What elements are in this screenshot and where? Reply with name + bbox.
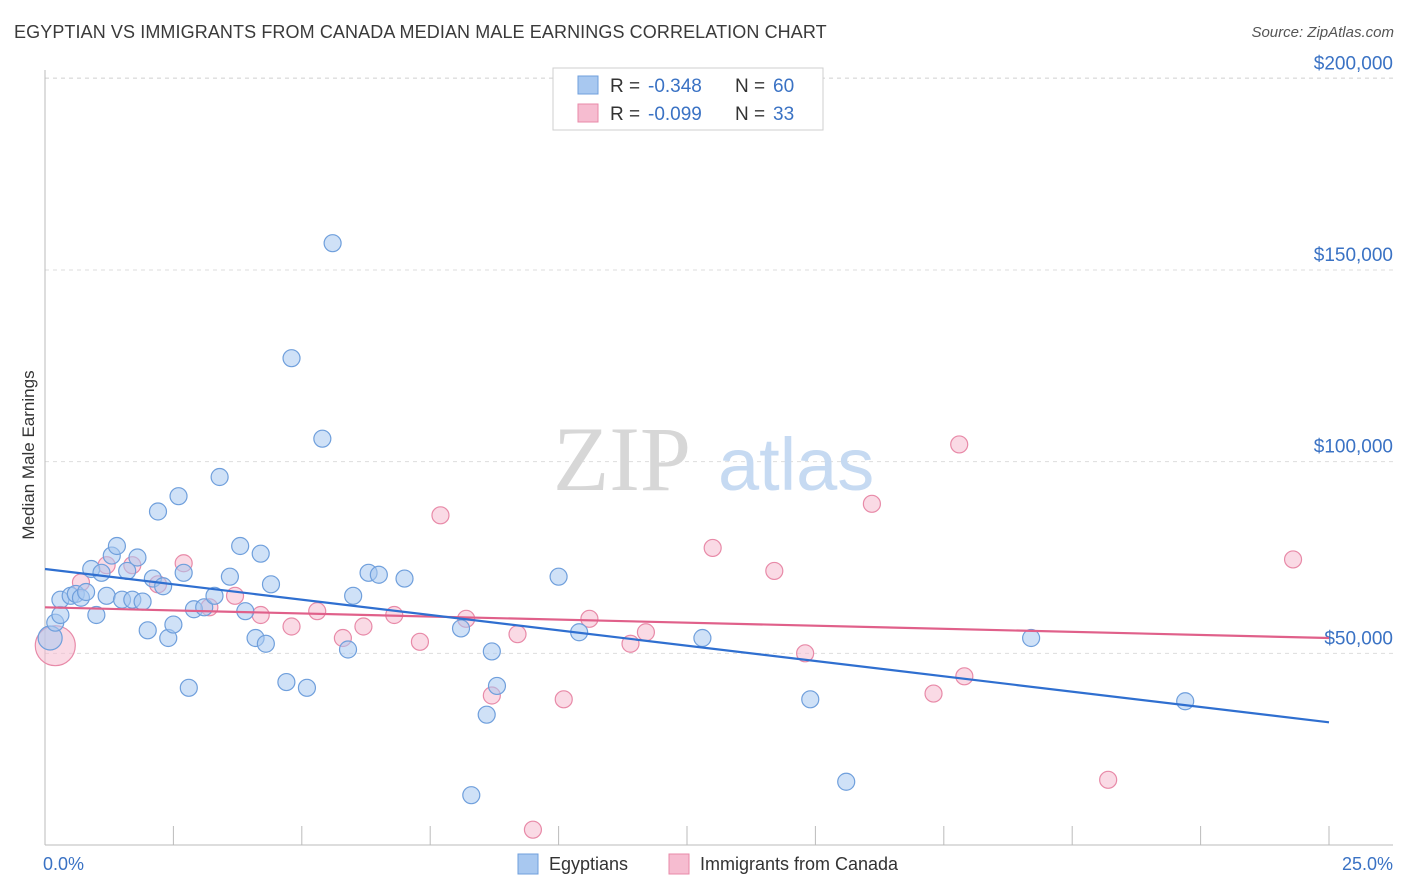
pink-point-31 [1099,770,1118,789]
blue-point-49 [451,619,471,638]
stats-n-value-egyptians: 60 [773,76,794,97]
pink-point-32 [1283,550,1303,569]
blue-point-43 [323,234,342,253]
stats-r-label-egyptians: R = [610,76,640,97]
blue-point-51 [477,705,496,724]
x-tick-label-min: 0.0% [43,854,84,874]
pink-point-19 [523,820,543,839]
blue-point-50 [462,786,481,805]
blue-point-37 [256,634,275,653]
pink-point-28 [924,684,943,703]
series-egyptians-points [37,234,1195,805]
blue-point-41 [297,678,317,697]
blue-point-32 [220,567,239,586]
blue-point-57 [801,690,820,709]
blue-point-47 [369,565,388,584]
pink-point-8 [251,605,270,625]
watermark: ZIP atlas [553,408,874,510]
pink-point-25 [765,561,784,581]
blue-point-24 [164,615,183,634]
stats-n-value-immigrants: 33 [773,104,794,125]
pink-point-24 [703,538,722,558]
chart-title: EGYPTIAN VS IMMIGRANTS FROM CANADA MEDIA… [14,22,827,42]
blue-point-59 [1022,628,1041,648]
blue-point-39 [277,672,296,692]
blue-point-10 [92,563,111,582]
y-axis-tick-labels: $50,000 $100,000 $150,000 $200,000 [1314,53,1393,649]
blue-point-13 [107,536,127,556]
pink-point-18 [508,625,527,644]
series-legend: Egyptians Immigrants from Canada [517,853,899,875]
blue-point-54 [549,567,568,586]
pink-point-20 [554,690,573,709]
blue-point-19 [138,621,157,640]
stats-n-label-immigrants: N = [735,104,765,125]
blue-point-21 [148,502,168,521]
pink-point-14 [410,632,430,651]
watermark-zip: ZIP [553,408,691,510]
pink-point-10 [308,602,327,621]
blue-point-26 [174,563,193,582]
pink-point-27 [862,494,881,513]
pink-point-9 [282,617,301,636]
source-label: Source: ZipAtlas.com [1251,24,1394,41]
blue-point-45 [344,586,363,605]
pink-point-21 [580,609,599,628]
blue-point-2 [51,605,70,625]
blue-point-44 [338,640,358,659]
legend-label-immigrants-from-canada: Immigrants from Canada [700,854,899,874]
watermark-atlas: atlas [718,423,874,506]
blue-point-48 [395,569,414,588]
blue-point-11 [97,586,116,605]
blue-point-7 [76,582,96,602]
trendline-immigrants-from-canada [44,606,1330,640]
blue-point-56 [693,628,712,648]
blue-point-22 [154,577,173,596]
stats-legend-swatch-immigrants [577,103,599,123]
legend-item-egyptians[interactable]: Egyptians [517,853,628,875]
pink-point-26 [796,644,815,663]
stats-r-value-egyptians: -0.348 [648,76,702,97]
pink-point-23 [636,623,656,642]
blue-point-36 [251,544,270,563]
stats-r-label-immigrants: R = [610,104,640,125]
pink-point-29 [950,435,969,454]
stats-r-value-immigrants: -0.099 [648,104,702,125]
stats-n-label-egyptians: N = [735,76,765,97]
x-axis-ticks [172,826,1330,845]
stats-legend-swatch-egyptians [577,75,599,95]
pink-point-15 [431,506,450,525]
blue-point-30 [205,586,224,605]
blue-point-52 [482,642,501,661]
pink-point-12 [354,617,373,636]
legend-swatch-egyptians [517,853,539,875]
blue-point-38 [261,575,281,594]
blue-point-42 [313,429,332,448]
y-tick-label-0: $50,000 [1324,628,1393,649]
y-tick-label-1: $100,000 [1314,437,1393,458]
blue-point-18 [133,592,152,611]
gridlines [45,77,1393,654]
y-tick-label-3: $200,000 [1314,53,1393,74]
blue-point-58 [837,772,856,791]
blue-point-27 [179,678,198,697]
legend-label-egyptians: Egyptians [549,854,628,874]
legend-item-immigrants-from-canada[interactable]: Immigrants from Canada [668,853,899,875]
y-tick-label-2: $150,000 [1314,245,1393,266]
blue-point-53 [487,676,507,696]
pink-point-30 [955,667,974,686]
legend-swatch-immigrants-from-canada [668,853,690,875]
blue-point-33 [231,536,250,556]
blue-point-25 [169,487,188,506]
blue-point-40 [282,349,301,368]
stats-legend: R = -0.348 N = 60 R = -0.099 N = 33 [552,67,824,131]
trendline-egyptians [44,567,1330,724]
blue-point-60 [1176,692,1195,711]
blue-point-17 [128,548,147,567]
blue-point-31 [210,467,229,487]
x-tick-label-max: 25.0% [1342,854,1393,874]
blue-point-9 [87,605,106,625]
y-axis-title: Median Male Earnings [19,370,38,539]
